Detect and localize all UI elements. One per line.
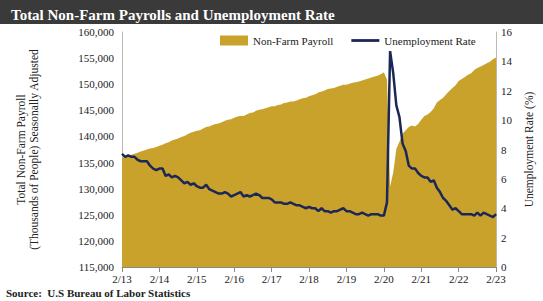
- svg-text:2/19: 2/19: [337, 273, 357, 285]
- svg-text:8: 8: [501, 144, 507, 156]
- svg-text:2/18: 2/18: [299, 273, 319, 285]
- svg-text:(Thousands of People) Seasonal: (Thousands of People) Seasonally Adjuste…: [28, 49, 41, 250]
- svg-text:12: 12: [501, 85, 512, 97]
- svg-text:140,000: 140,000: [78, 130, 114, 142]
- svg-text:135,000: 135,000: [78, 157, 114, 169]
- svg-text:14: 14: [501, 55, 512, 67]
- svg-text:2/14: 2/14: [150, 273, 170, 285]
- svg-text:0: 0: [501, 261, 507, 273]
- svg-text:2/13: 2/13: [112, 273, 132, 285]
- svg-text:Unemployment Rate (%): Unemployment Rate (%): [523, 92, 536, 208]
- svg-text:Total Non-Farm Payrolls and Un: Total Non-Farm Payrolls and Unemployment…: [11, 7, 335, 23]
- svg-text:120,000: 120,000: [78, 235, 114, 247]
- svg-text:155,000: 155,000: [78, 52, 114, 64]
- svg-text:2/20: 2/20: [374, 273, 394, 285]
- svg-text:2: 2: [501, 232, 507, 244]
- svg-text:6: 6: [501, 173, 507, 185]
- svg-text:115,000: 115,000: [79, 261, 115, 273]
- svg-text:2/17: 2/17: [262, 273, 282, 285]
- svg-text:Total Non-Farm Payroll: Total Non-Farm Payroll: [15, 94, 28, 204]
- svg-text:130,000: 130,000: [78, 183, 114, 195]
- svg-text:2/22: 2/22: [449, 273, 469, 285]
- svg-text:2/23: 2/23: [486, 273, 506, 285]
- svg-text:2/16: 2/16: [224, 273, 244, 285]
- svg-text:16: 16: [501, 26, 512, 38]
- svg-text:160,000: 160,000: [78, 26, 114, 38]
- svg-text:Unemployment Rate: Unemployment Rate: [384, 35, 475, 47]
- svg-text:2/21: 2/21: [411, 273, 431, 285]
- svg-text:Non-Farm Payroll: Non-Farm Payroll: [253, 35, 333, 47]
- svg-text:10: 10: [501, 114, 512, 126]
- svg-text:150,000: 150,000: [78, 78, 114, 90]
- svg-text:125,000: 125,000: [78, 209, 114, 221]
- svg-text:4: 4: [501, 202, 507, 214]
- svg-text:2/15: 2/15: [187, 273, 207, 285]
- svg-text:Source: U.S Bureau of Labor S: Source: U.S Bureau of Labor Statistics: [6, 287, 191, 299]
- svg-text:145,000: 145,000: [78, 104, 114, 116]
